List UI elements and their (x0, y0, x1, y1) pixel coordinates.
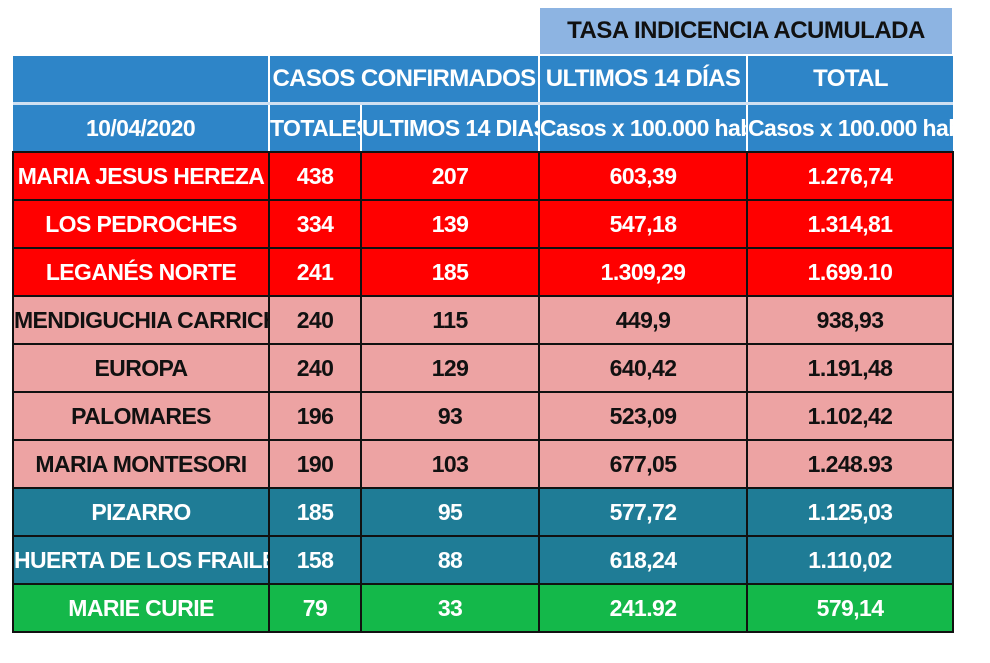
table-row: HUERTA DE LOS FRAILES 158 88 618,24 1.110,02 (12, 535, 955, 585)
tasa-total-cell: 1.110,02 (746, 535, 955, 585)
ultimos14-cell: 129 (359, 343, 541, 393)
ultimos14-cell: 33 (359, 583, 541, 633)
totales-cell: 196 (268, 391, 362, 441)
header-blank-cell (13, 56, 270, 105)
ultimos14-cell: 139 (359, 199, 541, 249)
zone-name-cell: MARIA MONTESORI (12, 439, 270, 489)
tasa-total-cell: 938,93 (746, 295, 955, 345)
header-row-top: CASOS CONFIRMADOS ULTIMOS 14 DÍAS TOTAL (13, 56, 954, 105)
tasa14-cell: 577,72 (538, 487, 749, 537)
tasa14-cell: 640,42 (538, 343, 749, 393)
tasa14-cell: 547,18 (538, 199, 749, 249)
tasa-total-cell: 579,14 (746, 583, 955, 633)
tasa14-cell: 449,9 (538, 295, 749, 345)
ultimos14-cell: 185 (359, 247, 541, 297)
totales-cell: 240 (268, 295, 362, 345)
zone-name-cell: MENDIGUCHIA CARRICHE (12, 295, 270, 345)
zone-name-cell: MARIE CURIE (12, 583, 270, 633)
tasa-incidencia-header: TASA INDICENCIA ACUMULADA (540, 8, 952, 54)
tasa14-cell: 1.309,29 (538, 247, 749, 297)
table-row: MARIA JESUS HEREZA 438 207 603,39 1.276,74 (12, 151, 955, 201)
tasa14-cell: 523,09 (538, 391, 749, 441)
totales-cell: 438 (268, 151, 362, 201)
header-row-sub: 10/04/2020 TOTALES ULTIMOS 14 DIAS Casos… (13, 103, 954, 152)
zone-name-cell: HUERTA DE LOS FRAILES (12, 535, 270, 585)
ultimos14-cell: 207 (359, 151, 541, 201)
header-ultimos-14-dias-cases: ULTIMOS 14 DIAS (361, 103, 541, 152)
table-row: LEGANÉS NORTE 241 185 1.309,29 1.699.10 (12, 247, 955, 297)
ultimos14-cell: 115 (359, 295, 541, 345)
zone-name-cell: EUROPA (12, 343, 270, 393)
zone-name-cell: PALOMARES (12, 391, 270, 441)
ultimos14-cell: 103 (359, 439, 541, 489)
ultimos14-cell: 95 (359, 487, 541, 537)
totales-cell: 190 (268, 439, 362, 489)
tasa-total-cell: 1.102,42 (746, 391, 955, 441)
cases-table: CASOS CONFIRMADOS ULTIMOS 14 DÍAS TOTAL … (12, 56, 955, 633)
header-casos-100k-14d: Casos x 100.000 hab. (539, 103, 749, 152)
tasa-total-cell: 1.314,81 (746, 199, 955, 249)
table-row: PALOMARES 196 93 523,09 1.102,42 (12, 391, 955, 441)
table-row: MARIA MONTESORI 190 103 677,05 1.248.93 (12, 439, 955, 489)
totales-cell: 334 (268, 199, 362, 249)
zone-name-cell: MARIA JESUS HEREZA (12, 151, 270, 201)
tasa14-cell: 618,24 (538, 535, 749, 585)
tasa-total-cell: 1.276,74 (746, 151, 955, 201)
header-totales: TOTALES (269, 103, 362, 152)
header-ultimos-14-dias: ULTIMOS 14 DÍAS (539, 56, 749, 105)
zone-name-cell: LEGANÉS NORTE (12, 247, 270, 297)
ultimos14-cell: 88 (359, 535, 541, 585)
table-row: MARIE CURIE 79 33 241.92 579,14 (12, 583, 955, 633)
zone-name-cell: PIZARRO (12, 487, 270, 537)
table-row: LOS PEDROCHES 334 139 547,18 1.314,81 (12, 199, 955, 249)
totales-cell: 185 (268, 487, 362, 537)
header-casos-100k-total: Casos x 100.000 hab. (747, 103, 954, 152)
tasa14-cell: 677,05 (538, 439, 749, 489)
tasa-total-cell: 1.248.93 (746, 439, 955, 489)
totales-cell: 240 (268, 343, 362, 393)
tasa-total-cell: 1.125,03 (746, 487, 955, 537)
header-casos-confirmados: CASOS CONFIRMADOS (269, 56, 541, 105)
table-row: PIZARRO 185 95 577,72 1.125,03 (12, 487, 955, 537)
header-total: TOTAL (747, 56, 954, 105)
tasa-total-cell: 1.699.10 (746, 247, 955, 297)
zone-name-cell: LOS PEDROCHES (12, 199, 270, 249)
tasa-total-cell: 1.191,48 (746, 343, 955, 393)
tasa14-cell: 241.92 (538, 583, 749, 633)
table-row: EUROPA 240 129 640,42 1.191,48 (12, 343, 955, 393)
totales-cell: 241 (268, 247, 362, 297)
header-date: 10/04/2020 (13, 103, 270, 152)
totales-cell: 158 (268, 535, 362, 585)
table-row: MENDIGUCHIA CARRICHE 240 115 449,9 938,93 (12, 295, 955, 345)
tasa14-cell: 603,39 (538, 151, 749, 201)
ultimos14-cell: 93 (359, 391, 541, 441)
totales-cell: 79 (268, 583, 362, 633)
